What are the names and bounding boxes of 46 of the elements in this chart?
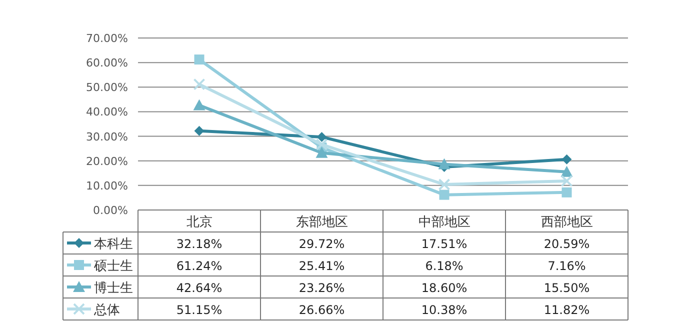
data-label: 26.66% [298, 303, 345, 317]
y-tick-label: 50.00% [86, 81, 128, 94]
point [316, 138, 328, 150]
data-label: 18.60% [421, 281, 468, 295]
legend-label: 总体 [93, 303, 120, 318]
point [439, 190, 450, 200]
y-tick-label: 70.00% [86, 32, 128, 45]
y-tick-label: 0.00% [93, 204, 128, 217]
legend-label: 本科生 [94, 237, 133, 252]
x-tick-label: 北京 [186, 215, 212, 230]
data-label: 61.24% [176, 259, 222, 273]
data-label: 7.16% [548, 259, 586, 273]
point [316, 132, 327, 142]
point [194, 126, 204, 136]
point [560, 174, 573, 187]
data-label: 15.50% [544, 281, 590, 295]
data-label: 10.38% [421, 303, 468, 317]
data-label: 20.59% [544, 237, 590, 251]
data-label: 6.18% [425, 259, 464, 273]
point [438, 158, 450, 170]
data-label: 29.72% [298, 237, 345, 251]
point [560, 166, 573, 177]
point [194, 54, 204, 65]
legend-label: 硕士生 [93, 259, 133, 274]
point [562, 187, 572, 198]
x-tick-label: 东部地区 [296, 215, 348, 230]
x-tick-label: 西部地区 [540, 215, 593, 230]
data-label: 32.18% [176, 237, 222, 251]
data-label: 25.41% [298, 259, 345, 273]
data-label: 23.26% [298, 281, 345, 295]
y-tick-label: 40.00% [86, 106, 128, 119]
point [316, 146, 328, 158]
x-tick-label: 中部地区 [418, 215, 470, 230]
y-tick-label: 20.00% [86, 154, 128, 168]
y-tick-label: 10.00% [86, 179, 128, 192]
data-label: 51.15% [176, 303, 222, 317]
y-tick-label: 60.00% [86, 56, 128, 70]
data-label: 42.64% [176, 281, 222, 295]
y-tick-label: 30.00% [86, 130, 128, 144]
data-label: 11.82% [544, 303, 590, 317]
point [562, 154, 572, 164]
point [193, 99, 206, 110]
legend-label: 博士生 [94, 281, 133, 296]
data-label: 17.51% [421, 237, 468, 251]
point [193, 78, 206, 90]
point [438, 178, 450, 190]
